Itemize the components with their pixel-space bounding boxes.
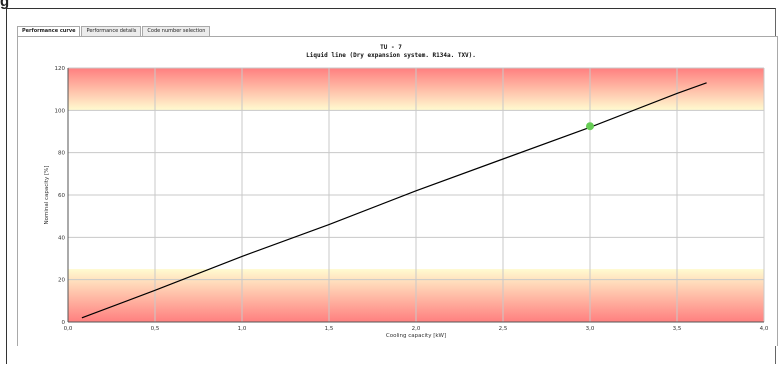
x-tick-label: 4,0 [760, 326, 769, 332]
y-tick-label: 0 [62, 320, 66, 326]
tab-performance-details[interactable]: Performance details [81, 26, 142, 36]
y-tick-label: 100 [55, 108, 66, 114]
x-tick-label: 2,5 [499, 326, 508, 332]
x-tick-label: 2,0 [412, 326, 421, 332]
operating-point-marker [586, 122, 594, 131]
chart-subtitle: Liquid line (Dry expansion system. R134a… [306, 52, 476, 59]
y-tick-label: 120 [55, 66, 66, 72]
x-axis-label: Cooling capacity [kW] [386, 333, 446, 339]
y-tick-label: 20 [58, 278, 65, 284]
y-axis-label: Nominal capacity [%] [44, 166, 50, 225]
y-tick-label: 80 [58, 151, 65, 157]
x-tick-label: 1,0 [238, 326, 247, 332]
y-tick-label: 40 [58, 235, 65, 241]
series-line [81, 82, 707, 319]
tab-performance-curve[interactable]: Performance curve [17, 26, 81, 37]
chart-title: TU - 7 [380, 44, 402, 51]
x-tick-label: 3,5 [673, 326, 682, 332]
y-tick-label: 60 [58, 193, 65, 199]
x-tick-label: 1,5 [325, 326, 334, 332]
x-tick-label: 0,0 [64, 326, 73, 332]
x-tick-label: 0,5 [151, 326, 160, 332]
tab-bar: Performance curve Performance details Co… [17, 26, 211, 37]
x-tick-label: 3,0 [586, 326, 595, 332]
tab-code-number-selection[interactable]: Code number selection [142, 26, 211, 36]
page-heading-fragment: g [0, 0, 10, 10]
